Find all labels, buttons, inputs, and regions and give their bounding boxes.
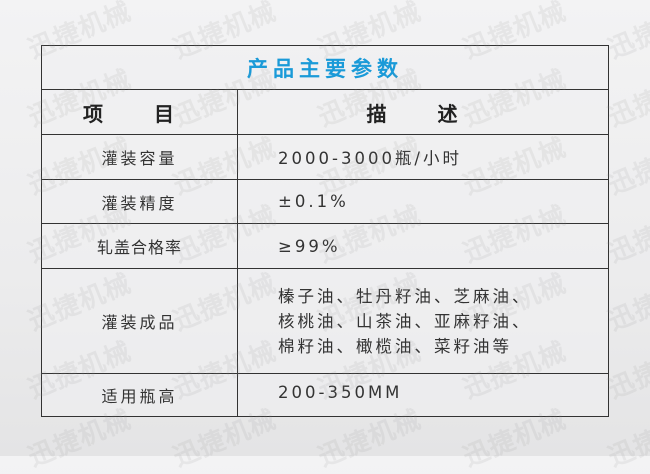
row-label: 灌装成品	[42, 269, 238, 373]
table-row: 灌装精度 ±0.1%	[42, 179, 608, 223]
row-value: 2000-3000瓶/小时	[278, 149, 462, 168]
watermark: 迅捷机械	[604, 0, 650, 65]
watermark: 迅捷机械	[604, 336, 650, 405]
watermark: 迅捷机械	[604, 132, 650, 201]
row-label: 灌装精度	[42, 180, 238, 223]
header-item: 项 目	[42, 90, 238, 134]
value-line: 棉籽油、橄榄油、菜籽油等	[278, 336, 512, 356]
table-header: 项 目 描 述	[42, 89, 608, 134]
row-label: 灌装容量	[42, 135, 238, 179]
row-label: 轧盖合格率	[42, 224, 238, 268]
value-line: 核桃油、山茶油、亚麻籽油、	[278, 311, 532, 331]
watermark: 迅捷机械	[604, 268, 650, 337]
row-value: 200-350MM	[278, 382, 403, 402]
table-row: 灌装成品 榛子油、牡丹籽油、芝麻油、 核桃油、山茶油、亚麻籽油、 棉籽油、橄榄油…	[42, 268, 608, 373]
table-row: 适用瓶高 200-350MM	[42, 373, 608, 416]
row-value: ±0.1%	[278, 192, 349, 211]
table-row: 灌装容量 2000-3000瓶/小时	[42, 134, 608, 179]
row-value: ≥99%	[278, 236, 341, 256]
watermark: 迅捷机械	[604, 404, 650, 473]
row-label: 适用瓶高	[42, 374, 238, 416]
header-desc: 描 述	[366, 101, 480, 126]
table-row: 轧盖合格率 ≥99%	[42, 223, 608, 268]
value-line: 榛子油、牡丹籽油、芝麻油、	[278, 286, 532, 306]
row-value: 榛子油、牡丹籽油、芝麻油、 核桃油、山茶油、亚麻籽油、 棉籽油、橄榄油、菜籽油等	[238, 269, 608, 373]
watermark: 迅捷机械	[604, 200, 650, 269]
watermark: 迅捷机械	[604, 64, 650, 133]
table-title: 产品主要参数	[247, 56, 403, 81]
spec-table: 产品主要参数 项 目 描 述 灌装容量 2000-3000瓶/小时 灌装精度 ±…	[41, 45, 609, 417]
